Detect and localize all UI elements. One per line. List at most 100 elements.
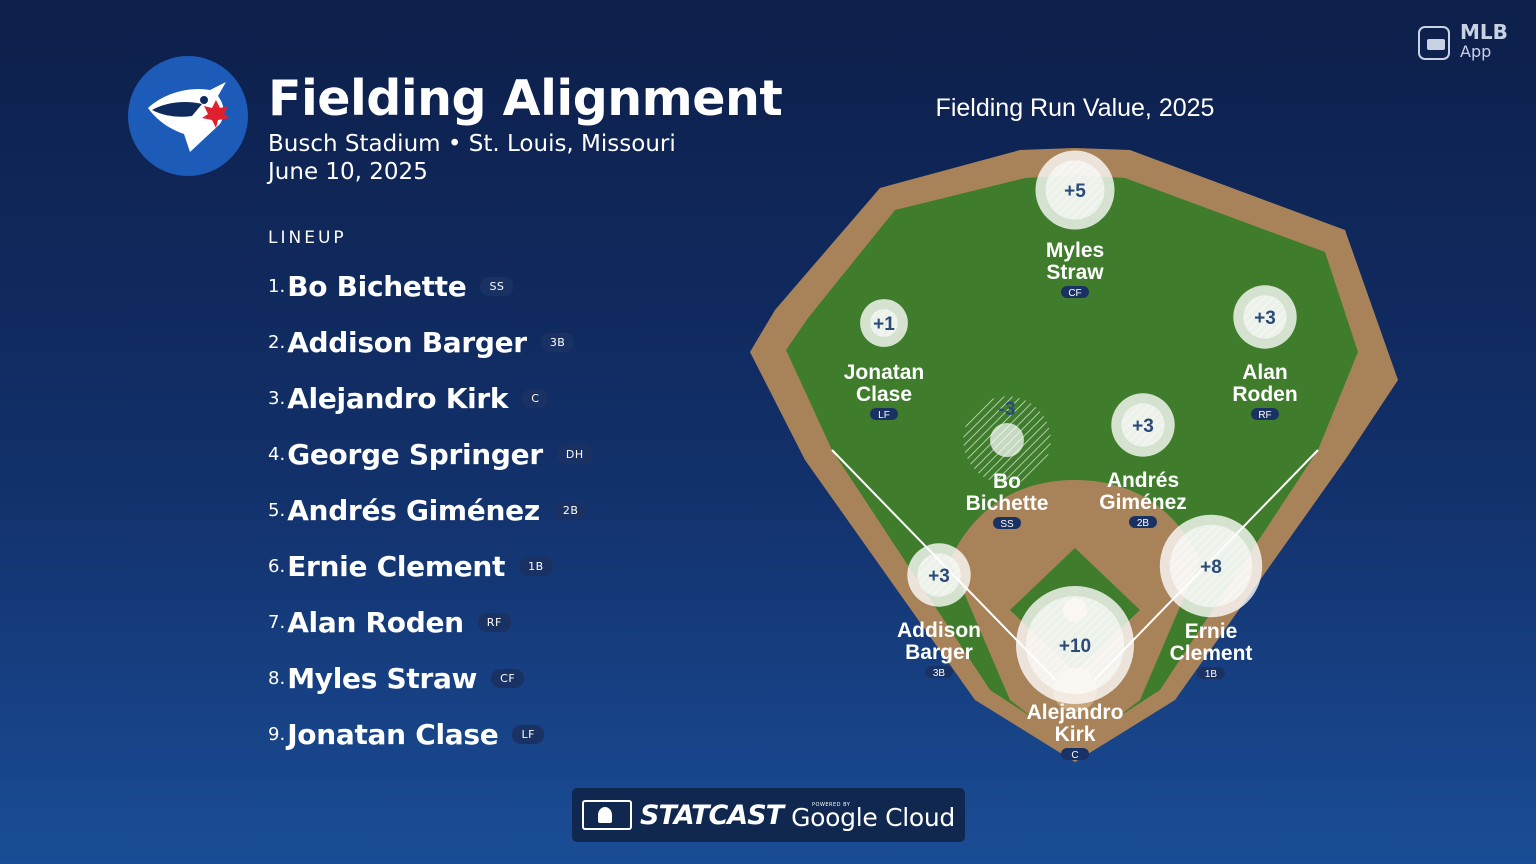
frv-bubble-hatch <box>1045 160 1105 220</box>
frv-bubble-hatch <box>1026 596 1124 694</box>
fielder-position-badge: SS <box>1000 519 1014 530</box>
position-badge-bg <box>1197 667 1225 679</box>
fielder-position-badge: LF <box>878 410 890 421</box>
fielder-position-badge: CF <box>1068 288 1081 299</box>
position-badge-bg <box>1129 516 1157 528</box>
batting-order-number: 3. <box>268 387 286 409</box>
fielder-first-name: Alejandro <box>1027 701 1124 724</box>
player-name: Ernie Clement <box>287 549 506 583</box>
frv-bubble-hatch <box>870 309 898 337</box>
position-badge-bg <box>925 666 953 678</box>
fielder-first-name: Jonatan <box>844 361 925 384</box>
batting-order-number: 7. <box>268 611 286 633</box>
google-cloud-wordmark: Google Cloud <box>791 802 955 832</box>
venue-separator: • <box>447 131 462 157</box>
mlb-wordmark: MLB <box>1460 20 1508 44</box>
lineup-item: 7. Alan Roden RF <box>268 594 593 650</box>
game-date: June 10, 2025 <box>268 159 428 185</box>
fielder-position-badge: RF <box>1258 410 1271 421</box>
frv-bubble-hatch <box>1121 403 1165 447</box>
frv-value: +5 <box>1064 181 1086 202</box>
venue-line: Busch Stadium • St. Louis, Missouri <box>268 130 676 158</box>
field-title: Fielding Run Value, 2025 <box>936 94 1215 122</box>
fielder-last-name: Kirk <box>1055 723 1096 746</box>
lineup-item: 4. George Springer DH <box>268 426 593 482</box>
fielder-first-name: Myles <box>1046 239 1104 262</box>
frv-bubble-hatch <box>1169 524 1253 608</box>
batting-order-number: 9. <box>268 723 286 745</box>
statcast-banner: STATCAST POWERED BY Google Cloud <box>572 788 965 842</box>
player-name: Alan Roden <box>287 605 464 639</box>
fielder-position-badge: C <box>1071 750 1078 761</box>
position-badge-bg <box>993 517 1021 529</box>
player-name: George Springer <box>287 437 543 471</box>
player-name: Addison Barger <box>287 325 527 359</box>
position-badge-bg <box>1061 286 1089 298</box>
position-badge-bg <box>870 408 898 420</box>
fielder-last-name: Roden <box>1232 383 1297 406</box>
player-name: Myles Straw <box>287 661 478 695</box>
position-badge: 1B <box>519 556 553 576</box>
frv-value: +8 <box>1200 557 1222 578</box>
frv-value: -3 <box>999 399 1016 420</box>
team-logo <box>128 56 248 176</box>
player-name: Jonatan Clase <box>287 717 499 751</box>
batting-order-number: 5. <box>268 499 286 521</box>
frv-value: +3 <box>1132 416 1154 437</box>
page-title: Fielding Alignment <box>268 70 783 127</box>
player-name: Bo Bichette <box>287 269 467 303</box>
frv-value: +3 <box>928 566 950 587</box>
fielder-position-badge: 1B <box>1205 669 1218 680</box>
batting-order-number: 4. <box>268 443 286 465</box>
batting-order-number: 8. <box>268 667 286 689</box>
powered-by-label: POWERED BY <box>812 802 851 808</box>
position-badge: 3B <box>540 332 575 352</box>
lineup-item: 3. Alejandro Kirk C <box>268 370 593 426</box>
mlb-logo-icon <box>582 800 632 830</box>
lineup-item: 9. Jonatan Clase LF <box>268 706 593 762</box>
position-badge: C <box>522 388 549 408</box>
fielder-last-name: Straw <box>1046 261 1104 284</box>
batting-order-number: 2. <box>268 331 286 353</box>
frv-value: +10 <box>1059 636 1091 657</box>
lineup-list: 1. Bo Bichette SS 2. Addison Barger 3B 3. Aleja… <box>268 258 593 762</box>
mlb-app-logo: MLB App <box>1416 22 1516 66</box>
batting-order-number: 6. <box>268 555 286 577</box>
frv-bubble-hatch <box>917 553 961 597</box>
position-badge-bg <box>1251 408 1279 420</box>
position-badge: DH <box>556 444 593 464</box>
position-badge: LF <box>512 724 544 744</box>
fielder-first-name: Bo <box>993 470 1021 493</box>
app-wordmark: App <box>1460 42 1492 61</box>
frv-value: +3 <box>1254 308 1276 329</box>
fielder-last-name: Barger <box>905 641 973 664</box>
position-badge: 2B <box>553 500 588 520</box>
venue-name: Busch Stadium <box>268 131 441 157</box>
lineup-item: 1. Bo Bichette SS <box>268 258 593 314</box>
fielder-last-name: Clement <box>1170 642 1253 665</box>
game-info: Busch Stadium • St. Louis, Missouri June… <box>268 130 676 186</box>
lineup-item: 6. Ernie Clement 1B <box>268 538 593 594</box>
player-name: Alejandro Kirk <box>287 381 509 415</box>
lineup-item: 5. Andrés Giménez 2B <box>268 482 593 538</box>
fielder-first-name: Alan <box>1242 361 1288 384</box>
position-badge-bg <box>1061 748 1089 760</box>
fielder-first-name: Ernie <box>1185 620 1238 643</box>
frv-bubble-core <box>990 423 1024 457</box>
lineup-item: 8. Myles Straw CF <box>268 650 593 706</box>
fielder-first-name: Addison <box>897 619 981 642</box>
fielder-last-name: Clase <box>856 383 912 406</box>
position-badge: CF <box>491 668 525 688</box>
player-name: Andrés Giménez <box>287 493 540 527</box>
fielder-last-name: Giménez <box>1099 491 1187 514</box>
venue-location: St. Louis, Missouri <box>468 131 676 157</box>
